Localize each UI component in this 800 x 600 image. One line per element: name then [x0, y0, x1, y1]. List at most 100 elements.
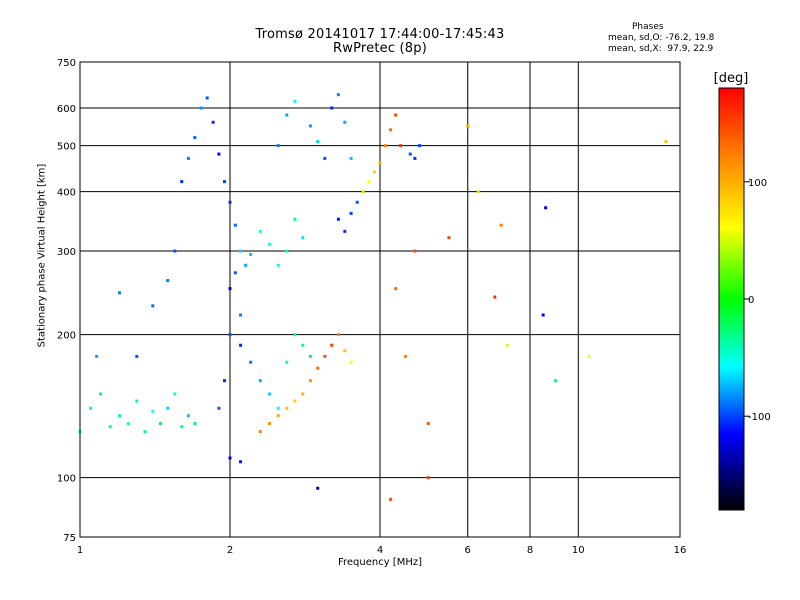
data-point — [285, 360, 289, 364]
data-point — [403, 354, 407, 358]
data-point — [316, 366, 320, 370]
data-point — [267, 392, 271, 396]
data-point — [276, 263, 280, 267]
data-point — [389, 497, 393, 501]
data-point — [249, 252, 253, 256]
data-point — [276, 414, 280, 418]
data-point — [239, 313, 243, 317]
data-point — [258, 229, 262, 233]
colorbar-label: [deg] — [714, 71, 749, 86]
data-point — [126, 422, 130, 426]
y-tick-label: 750 — [57, 58, 76, 69]
data-point — [343, 349, 347, 353]
data-point — [323, 156, 327, 160]
data-point — [413, 156, 417, 160]
data-point — [95, 354, 99, 358]
data-point — [151, 304, 155, 308]
data-point — [223, 180, 227, 184]
data-point — [301, 236, 305, 240]
data-point — [228, 333, 232, 337]
data-point — [367, 180, 371, 184]
data-point — [217, 152, 221, 156]
y-tick-label: 300 — [57, 247, 76, 258]
data-point — [186, 414, 190, 418]
data-point — [378, 161, 382, 165]
data-point — [505, 343, 509, 347]
plot-frame — [79, 61, 681, 538]
data-point — [217, 406, 221, 410]
data-point — [89, 406, 93, 410]
data-point — [316, 486, 320, 490]
chart-subtitle: RwPretec (8p) — [333, 41, 427, 56]
data-point — [239, 460, 243, 464]
data-point — [239, 249, 243, 253]
data-point — [158, 422, 162, 426]
data-point — [276, 144, 280, 148]
colorbar — [718, 87, 745, 511]
colorbar-tick-label: -100 — [748, 412, 771, 423]
x-tick-label: 8 — [527, 545, 533, 556]
data-point — [447, 236, 451, 240]
data-point — [143, 430, 147, 434]
stats-o-line: mean, sd,O: -76.2, 19.8 — [608, 33, 715, 43]
stats-heading: Phases — [632, 22, 664, 32]
data-point — [228, 200, 232, 204]
data-point — [285, 249, 289, 253]
data-point — [293, 99, 297, 103]
data-point — [349, 211, 353, 215]
data-point — [223, 379, 227, 383]
data-point — [389, 128, 393, 132]
data-point — [186, 156, 190, 160]
chart-title: Tromsø 20141017 17:44:00-17:45:43 — [255, 27, 505, 42]
x-tick-label: 4 — [377, 545, 383, 556]
data-point — [276, 406, 280, 410]
data-point — [293, 333, 297, 337]
data-point — [417, 144, 421, 148]
data-point — [108, 425, 112, 429]
data-point — [343, 229, 347, 233]
data-point — [349, 360, 353, 364]
x-tick-label: 2 — [227, 545, 233, 556]
data-point — [308, 124, 312, 128]
data-point — [336, 93, 340, 97]
data-point — [308, 354, 312, 358]
data-point — [413, 249, 417, 253]
data-point — [301, 392, 305, 396]
data-point — [99, 392, 103, 396]
data-point — [541, 313, 545, 317]
data-point — [117, 291, 121, 295]
data-point — [394, 287, 398, 291]
data-point — [301, 343, 305, 347]
data-point — [373, 170, 377, 174]
data-point — [249, 360, 253, 364]
data-point — [211, 120, 215, 124]
data-point — [258, 430, 262, 434]
data-point — [553, 379, 557, 383]
x-tick-label: 10 — [572, 545, 585, 556]
data-point — [173, 249, 177, 253]
data-point — [349, 156, 353, 160]
data-point — [544, 206, 548, 210]
data-point — [193, 136, 197, 140]
data-point — [117, 414, 121, 418]
data-point — [343, 120, 347, 124]
data-point — [426, 422, 430, 426]
data-point — [239, 343, 243, 347]
data-point — [173, 392, 177, 396]
data-point — [336, 217, 340, 221]
data-point — [426, 476, 430, 480]
data-point — [267, 422, 271, 426]
data-point — [408, 152, 412, 156]
data-point — [135, 354, 139, 358]
data-point — [664, 140, 668, 144]
data-point — [166, 279, 170, 283]
data-point — [399, 144, 403, 148]
data-point — [499, 223, 503, 227]
data-point — [205, 96, 209, 100]
x-tick-label: 6 — [465, 545, 471, 556]
data-point — [587, 354, 591, 358]
data-point — [193, 422, 197, 426]
colorbar-tick-label: 0 — [748, 295, 754, 306]
